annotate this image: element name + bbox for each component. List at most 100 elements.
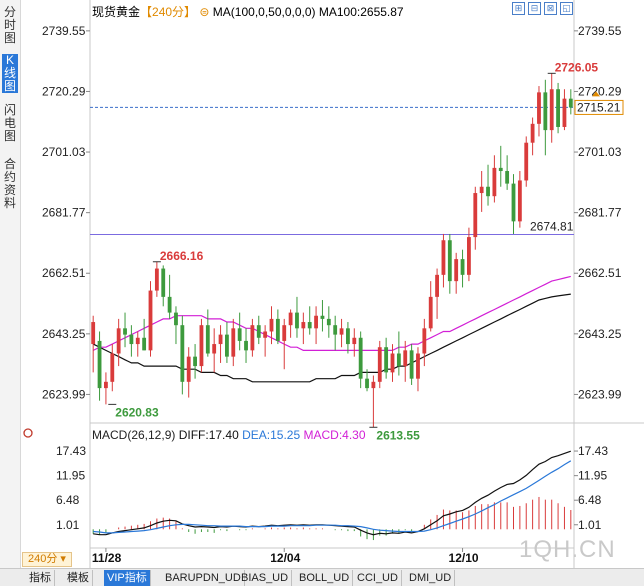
- macd-diff-line: [93, 450, 571, 536]
- candle-body: [295, 312, 299, 329]
- candle-body: [352, 337, 357, 345]
- split-window-icon[interactable]: ⊞: [512, 2, 525, 15]
- indicator-tab-bar: 指标 模板 VIP指标 BARUPDN_UD BIAS_UD BOLL_UD C…: [0, 568, 644, 586]
- candle-body: [167, 296, 172, 313]
- price-tick-label-left: 2701.03: [42, 145, 86, 159]
- candle-body: [377, 347, 382, 382]
- price-tick-label-left: 2623.99: [42, 387, 86, 401]
- candle-body: [416, 353, 420, 379]
- ma100-line: [92, 293, 571, 383]
- candle-body: [447, 240, 452, 282]
- candle-body: [396, 353, 401, 367]
- candle-body: [148, 290, 153, 351]
- indicator-gear-icon[interactable]: [23, 428, 33, 438]
- macd-dea-line: [93, 460, 572, 534]
- candle-body: [320, 315, 325, 319]
- price-tick-label: 2681.77: [578, 206, 622, 220]
- candle-body: [282, 325, 287, 341]
- candle-body: [479, 186, 484, 194]
- candle-body: [339, 328, 344, 335]
- tab-bias[interactable]: BIAS_UD: [238, 570, 293, 586]
- reference-price-label: 2674.81: [530, 220, 574, 234]
- candle-body: [123, 328, 127, 335]
- compact-window-icon[interactable]: ⊟: [528, 2, 541, 15]
- candle-body: [358, 337, 363, 379]
- tab-templates[interactable]: 模板: [64, 570, 93, 586]
- price-tick-label-left: 2643.25: [42, 327, 86, 341]
- macd-header: MACD(26,12,9) DIFF:17.40 DEA:15.25 MACD:…: [92, 428, 366, 442]
- alert-arrow-icon: [592, 91, 600, 97]
- candle-body: [333, 325, 338, 335]
- macd-tick-label-left: 1.01: [56, 518, 80, 532]
- candle-body: [390, 353, 395, 373]
- candle-body: [263, 331, 268, 338]
- candle-body: [110, 353, 115, 382]
- price-tick-label-left: 2739.55: [42, 24, 86, 38]
- candle-body: [161, 268, 166, 297]
- tab-kline[interactable]: K线图: [2, 53, 18, 93]
- extreme-price-label: 2620.83: [115, 405, 159, 419]
- chart-canvas: 2739.55 2739.55 2720.29 2720.29 2701.03 2701.…: [23, 0, 644, 568]
- price-tick-label: 2662.51: [578, 266, 622, 280]
- grid-window-icon[interactable]: ⊠: [544, 2, 557, 15]
- candle-body: [135, 337, 140, 345]
- candle-body: [384, 347, 389, 373]
- candle-body: [524, 142, 529, 181]
- period-selector[interactable]: 240分 ▾: [22, 552, 72, 567]
- macd-tick-label: 1.01: [578, 518, 602, 532]
- restore-window-icon[interactable]: ◱: [560, 2, 573, 15]
- tab-vip-indicators[interactable]: VIP指标: [104, 570, 151, 586]
- candle-body: [212, 344, 217, 354]
- candle-body: [218, 334, 223, 345]
- x-tick-label: 11/28: [92, 551, 122, 565]
- candle-body: [454, 259, 459, 282]
- tab-flash[interactable]: 闪电图: [3, 103, 16, 143]
- candle-body: [562, 98, 567, 127]
- extreme-price-label: 2666.16: [160, 249, 204, 263]
- candle-body: [301, 322, 306, 329]
- extreme-price-label: 2726.05: [555, 60, 599, 74]
- x-tick-label: 12/04: [270, 551, 300, 565]
- price-tick-label-left: 2681.77: [42, 206, 86, 220]
- tab-contract-info[interactable]: 合约资料: [3, 157, 16, 210]
- price-tick-label: 2701.03: [578, 145, 622, 159]
- candle-body: [537, 92, 541, 124]
- candle-body: [97, 340, 102, 389]
- tab-timeshare[interactable]: 分时图: [3, 5, 16, 45]
- macd-macd-value: MACD:4.30: [303, 428, 366, 442]
- candle-body: [237, 328, 242, 341]
- symbol-name: 现货黄金: [92, 5, 141, 19]
- tab-barupdn[interactable]: BARUPDN_UD: [162, 570, 245, 586]
- tab-boll[interactable]: BOLL_UD: [296, 570, 354, 586]
- candle-body: [422, 328, 427, 354]
- current-price-box: [574, 99, 624, 115]
- extreme-price-label: 2613.55: [376, 428, 420, 442]
- macd-tick-label: 17.43: [578, 444, 608, 458]
- tab-dmi[interactable]: DMI_UD: [406, 570, 456, 586]
- ma-value: MA100:2655.87: [318, 5, 404, 19]
- candle-body: [530, 123, 535, 143]
- candle-body: [467, 237, 471, 275]
- candle-body: [435, 274, 439, 297]
- period-label[interactable]: 【240分】: [140, 5, 197, 19]
- candle-body: [556, 89, 560, 127]
- candle-body: [403, 350, 408, 367]
- candle-body: [129, 334, 134, 345]
- tab-cci[interactable]: CCI_UD: [354, 570, 402, 586]
- macd-dea-value: DEA:15.25: [242, 428, 301, 442]
- candle-body: [505, 171, 510, 184]
- settings-icon[interactable]: ⊜: [199, 5, 210, 19]
- period-selector-label: 240分: [28, 553, 58, 565]
- macd-diff-value: DIFF:17.40: [178, 428, 239, 442]
- tab-indicators[interactable]: 指标: [26, 570, 55, 586]
- macd-tick-label-left: 17.43: [56, 444, 86, 458]
- candle-body: [307, 322, 312, 329]
- candle-body: [543, 92, 548, 131]
- price-tick-label-left: 2720.29: [42, 84, 86, 98]
- candle-body: [346, 328, 350, 345]
- macd-params: MACD(26,12,9): [92, 428, 176, 442]
- candle-body: [492, 167, 497, 197]
- price-chart-header: 现货黄金【240分】 ⊜ MA(100,0,50,0,0,0) MA100:26…: [92, 3, 404, 20]
- macd-tick-label-left: 6.48: [56, 493, 80, 507]
- candle-body: [104, 381, 108, 389]
